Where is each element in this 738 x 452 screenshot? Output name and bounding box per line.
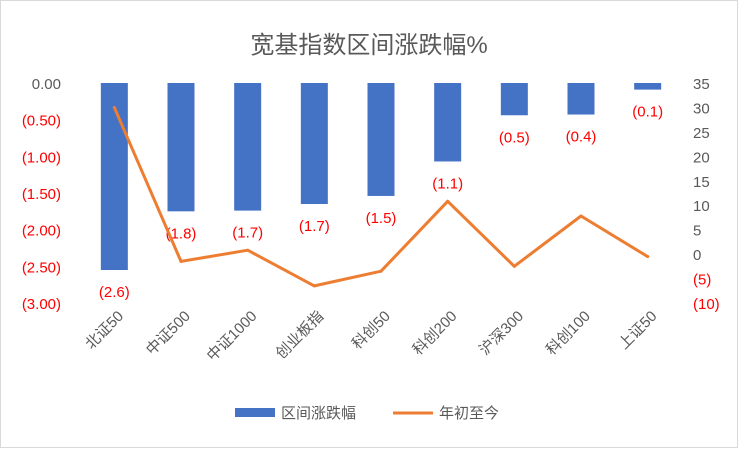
category-label: 北证50 bbox=[82, 308, 127, 353]
bar bbox=[434, 83, 462, 162]
category-label: 中证1000 bbox=[204, 308, 261, 365]
bar-data-label: (2.6) bbox=[99, 284, 130, 301]
category-label: 中证500 bbox=[143, 308, 194, 359]
category-label: 沪深300 bbox=[476, 308, 527, 359]
bar bbox=[367, 83, 395, 196]
left-axis: 0.00 (0.50) (1.00) (1.50) (2.00) (2.50) (3.00) bbox=[22, 76, 61, 313]
line-point bbox=[579, 214, 583, 218]
bar bbox=[167, 83, 195, 212]
bar-data-label: (1.1) bbox=[432, 175, 463, 192]
bar-data-label: (0.1) bbox=[632, 104, 663, 121]
line-point bbox=[112, 105, 116, 109]
bar bbox=[634, 83, 662, 90]
bar-series bbox=[100, 83, 662, 270]
line-point bbox=[646, 255, 650, 259]
left-tick-label: (1.50) bbox=[22, 186, 61, 203]
bar-data-label: (1.5) bbox=[366, 210, 397, 227]
legend: 区间涨跌幅 年初至今 bbox=[235, 405, 499, 422]
chart-title: 宽基指数区间涨跌幅% bbox=[250, 32, 487, 59]
line-point bbox=[246, 248, 250, 252]
right-tick-label: 15 bbox=[693, 174, 710, 191]
line-point bbox=[512, 264, 516, 268]
category-label: 创业板指 bbox=[272, 307, 327, 362]
right-tick-label: 30 bbox=[693, 100, 710, 117]
bar-data-label: (1.8) bbox=[166, 225, 197, 242]
bar-data-label: (1.7) bbox=[232, 225, 263, 242]
category-axis: 北证50 中证500 中证1000 创业板指 科创50 科创200 沪深300 科创100 上证… bbox=[82, 307, 660, 365]
left-tick-label: (1.00) bbox=[22, 149, 61, 166]
left-tick-label: (2.50) bbox=[22, 259, 61, 276]
legend-bar-label: 区间涨跌幅 bbox=[281, 405, 356, 422]
bar bbox=[300, 83, 328, 204]
bar-data-label: (1.7) bbox=[299, 218, 330, 235]
category-label: 上证50 bbox=[615, 308, 660, 353]
bar-data-label: (0.5) bbox=[499, 129, 530, 146]
bar bbox=[234, 83, 262, 211]
line-point bbox=[312, 284, 316, 288]
left-tick-label: (0.50) bbox=[22, 113, 61, 130]
right-tick-label: 35 bbox=[693, 76, 710, 93]
category-label: 科创50 bbox=[349, 308, 394, 353]
right-tick-label: 20 bbox=[693, 149, 710, 166]
legend-line-label: 年初至今 bbox=[439, 405, 499, 422]
category-label: 科创200 bbox=[410, 308, 461, 359]
right-tick-label: (10) bbox=[693, 296, 720, 313]
line-point bbox=[379, 269, 383, 273]
line-point bbox=[446, 199, 450, 203]
right-tick-label: 5 bbox=[693, 223, 701, 240]
bar bbox=[100, 83, 128, 270]
left-tick-label: 0.00 bbox=[32, 76, 61, 93]
right-tick-label: (5) bbox=[693, 272, 711, 289]
right-tick-label: 25 bbox=[693, 125, 710, 142]
legend-bar-swatch bbox=[235, 408, 275, 417]
line-point bbox=[179, 259, 183, 263]
right-tick-label: 10 bbox=[693, 198, 710, 215]
line-series bbox=[112, 105, 650, 288]
bar-data-labels: (2.6) (1.8) (1.7) (1.7) (1.5) (1.1) (0.5) (0.4)… bbox=[99, 104, 663, 301]
left-tick-label: (2.00) bbox=[22, 223, 61, 240]
left-tick-label: (3.00) bbox=[22, 296, 61, 313]
right-tick-label: 0 bbox=[693, 247, 701, 264]
bar bbox=[500, 83, 528, 116]
bar-data-label: (0.4) bbox=[566, 129, 597, 146]
bar bbox=[567, 83, 595, 115]
right-axis: 35 30 25 20 15 10 5 0 (5) (10) bbox=[693, 76, 720, 313]
category-label: 科创100 bbox=[543, 308, 594, 359]
